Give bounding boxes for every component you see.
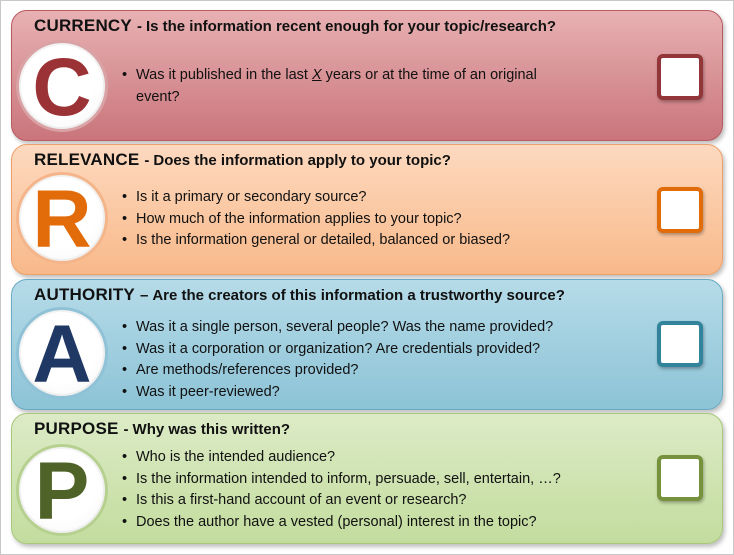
bullet-item: Was it a corporation or organization? Ar… [122, 339, 642, 361]
relevance-checkbox[interactable] [657, 187, 703, 233]
letter-c-badge: C [16, 40, 108, 132]
relevance-bullets: Is it a primary or secondary source? How… [122, 187, 642, 252]
bullet-item: How much of the information applies to y… [122, 209, 642, 231]
bullet-item: Is this a first-hand account of an event… [122, 490, 642, 512]
letter-p-badge: P [16, 444, 108, 536]
purpose-title: PURPOSE - Why was this written? [34, 419, 290, 439]
relevance-panel: RELEVANCE - Does the information apply to … [11, 144, 723, 275]
bullet-item: Who is the intended audience? [122, 447, 642, 469]
currency-checkbox[interactable] [657, 54, 703, 100]
section-question: Are the creators of this information a t… [152, 287, 565, 304]
heading-separator: - [123, 421, 129, 438]
letter-p: P [34, 446, 90, 537]
section-heading: CURRENCY [34, 16, 132, 35]
authority-panel: AUTHORITY – Are the creators of this infor… [11, 279, 723, 410]
bullet-item: Is the information general or detailed, … [122, 230, 642, 252]
section-heading: AUTHORITY [34, 285, 135, 304]
bullet-item: Is the information intended to inform, p… [122, 469, 642, 491]
authority-checkbox[interactable] [657, 321, 703, 367]
bullet-item: Are methods/references provided? [122, 360, 642, 382]
heading-separator: - [144, 152, 150, 169]
section-question: Is the information recent enough for you… [145, 18, 557, 35]
purpose-bullets: Who is the intended audience? Is the inf… [122, 447, 642, 533]
letter-r-badge: R [16, 172, 108, 264]
section-heading: RELEVANCE [34, 150, 140, 169]
bullet-item: Was it a single person, several people? … [122, 317, 642, 339]
authority-title: AUTHORITY – Are the creators of this infor… [34, 285, 565, 305]
section-heading: PURPOSE [34, 419, 119, 438]
bullet-item: Is it a primary or secondary source? [122, 187, 642, 209]
heading-separator: - [136, 18, 142, 35]
bullet-item: Was it published in the last X years or … [122, 65, 642, 108]
letter-a-badge: A [16, 307, 108, 399]
authority-bullets: Was it a single person, several people? … [122, 317, 642, 403]
section-question: Does the information apply to your topic… [153, 152, 451, 169]
letter-a: A [32, 309, 92, 400]
purpose-panel: PURPOSE-Why was this written? P Who is t… [11, 413, 723, 544]
bullet-item: Does the author have a vested (personal)… [122, 512, 642, 534]
currency-title: CURRENCY - Is the information recent enoug… [34, 16, 556, 36]
purpose-checkbox[interactable] [657, 455, 703, 501]
relevance-title: RELEVANCE - Does the information apply to … [34, 150, 451, 170]
currency-bullets: Was it published in the last X years or … [122, 65, 642, 108]
emphasized-x: X [311, 67, 322, 83]
section-question: Why was this written? [132, 421, 291, 438]
letter-r: R [32, 174, 92, 265]
bullet-item: Was it peer-reviewed? [122, 382, 642, 404]
heading-separator: – [139, 287, 149, 304]
letter-c: C [32, 42, 92, 133]
currency-panel: CURRENCY - Is the information recent enoug… [11, 10, 723, 141]
